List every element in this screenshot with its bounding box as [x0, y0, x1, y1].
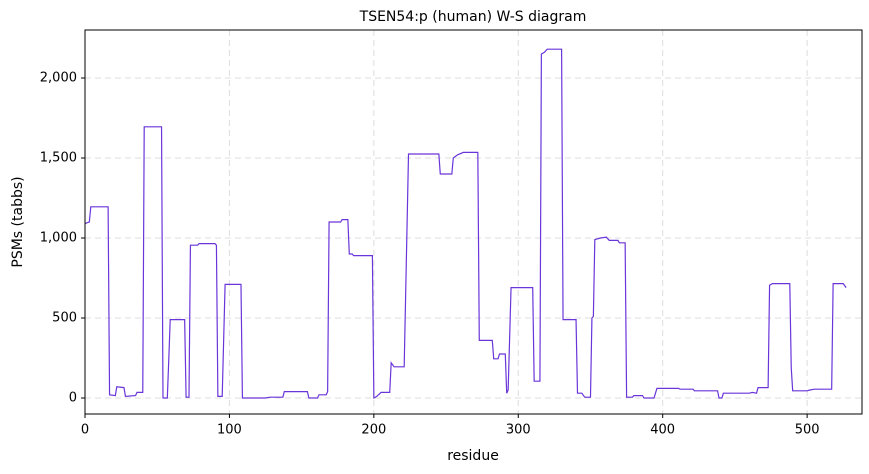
y-tick-label: 500 — [52, 311, 77, 326]
plot-frame — [84, 29, 863, 415]
x-tick-label: 300 — [506, 423, 531, 438]
y-tick-label: 1,000 — [40, 231, 77, 246]
y-axis-label: PSMs (tabbs) — [10, 176, 26, 267]
x-tick-label: 0 — [81, 423, 89, 438]
x-tick-label: 200 — [361, 423, 386, 438]
data-line — [84, 48, 847, 400]
chart-title: TSEN54:p (human) W-S diagram — [359, 9, 587, 25]
x-tick-label: 500 — [795, 423, 820, 438]
x-tick-label: 100 — [217, 423, 242, 438]
y-tick-label: 1,500 — [40, 151, 77, 166]
x-axis-label: residue — [447, 448, 499, 464]
y-tick-label: 2,000 — [40, 71, 77, 86]
y-tick-label: 0 — [69, 391, 77, 406]
x-tick-label: 400 — [650, 423, 675, 438]
